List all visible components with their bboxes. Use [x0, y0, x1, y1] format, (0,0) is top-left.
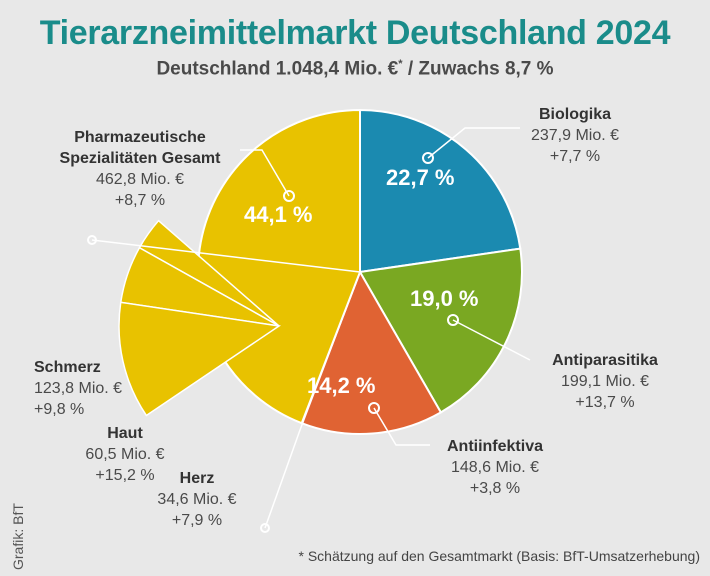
label-herz: Herz 34,6 Mio. € +7,9 %: [142, 468, 252, 531]
label-schmerz-value: 123,8 Mio. €: [34, 380, 123, 397]
pct-antiparasitika: 19,0 %: [410, 286, 479, 311]
label-herz-name: Herz: [179, 470, 215, 487]
label-pharma-name-line1: Pharmazeutische: [74, 129, 206, 146]
subtitle-total: Deutschland 1.048,4 Mio. €: [156, 58, 399, 80]
leader-breakout-bottom: [264, 271, 361, 529]
leader-biologika: [427, 127, 520, 159]
chart-subtitle: Deutschland 1.048,4 Mio. €* / Zuwachs 8,…: [0, 58, 710, 80]
label-antiparasitika-name: Antiparasitika: [552, 352, 658, 369]
breakout-slice-schmerz: [118, 301, 282, 417]
label-pharma-name-line2: Spezialitäten Gesamt: [59, 150, 221, 167]
label-schmerz: Schmerz 123,8 Mio. € +9,8 %: [34, 357, 144, 420]
label-biologika-name: Biologika: [538, 106, 611, 123]
dot-pharma: [283, 190, 295, 202]
footnote: * Schätzung auf den Gesamtmarkt (Basis: …: [298, 548, 700, 564]
pct-antiinfektiva: 14,2 %: [307, 373, 376, 398]
label-antiparasitika-value: 199,1 Mio. €: [560, 373, 650, 390]
graphic-credit: Grafik: BfT: [10, 503, 26, 570]
label-haut-value: 60,5 Mio. €: [85, 446, 165, 463]
pct-pharma: 44,1 %: [244, 202, 313, 227]
label-pharma-value: 462,8 Mio. €: [95, 171, 185, 188]
label-antiinfektiva-value: 148,6 Mio. €: [450, 459, 540, 476]
subtitle-growth: / Zuwachs 8,7 %: [407, 58, 554, 80]
pct-biologika: 22,7 %: [386, 165, 455, 190]
label-antiinfektiva-growth: +3,8 %: [469, 480, 521, 497]
leader-breakout: [91, 239, 361, 273]
pie-slice-biologika: [359, 108, 522, 274]
label-pharma-growth: +8,7 %: [114, 192, 166, 209]
label-biologika: Biologika 237,9 Mio. € +7,7 %: [505, 104, 645, 167]
pie-slice-antiparasitika: [358, 247, 523, 414]
label-schmerz-growth: +9,8 %: [34, 401, 85, 418]
label-herz-growth: +7,9 %: [171, 512, 223, 529]
dot-breakout-top: [87, 235, 97, 245]
label-haut-growth: +15,2 %: [95, 467, 155, 484]
label-haut: Haut 60,5 Mio. € +15,2 %: [70, 423, 180, 486]
label-biologika-growth: +7,7 %: [549, 148, 601, 165]
leader-antiinfektiva: [373, 407, 430, 446]
label-pharma: Pharmazeutische Spezialitäten Gesamt 462…: [30, 127, 250, 211]
chart-title: Tierarzneimittelmarkt Deutschland 2024: [39, 14, 671, 52]
label-antiinfektiva: Antiinfektiva 148,6 Mio. € +3,8 %: [420, 436, 570, 499]
dot-biologika: [422, 152, 434, 164]
label-biologika-value: 237,9 Mio. €: [530, 127, 620, 144]
label-haut-name: Haut: [107, 425, 143, 442]
leader-pharma: [240, 149, 290, 197]
label-herz-value: 34,6 Mio. €: [157, 491, 237, 508]
label-antiparasitika-growth: +13,7 %: [575, 394, 635, 411]
dot-antiinfektiva: [368, 402, 380, 414]
pie-slice-antiinfektiva: [300, 269, 443, 435]
label-antiparasitika: Antiparasitika 199,1 Mio. € +13,7 %: [525, 350, 685, 413]
dot-breakout-bottom: [260, 523, 270, 533]
label-antiinfektiva-name: Antiinfektiva: [446, 438, 543, 455]
label-schmerz-name: Schmerz: [34, 359, 101, 376]
leader-antiparasitika: [452, 319, 531, 361]
subtitle-star: *: [398, 58, 403, 70]
dot-antiparasitika: [447, 314, 459, 326]
